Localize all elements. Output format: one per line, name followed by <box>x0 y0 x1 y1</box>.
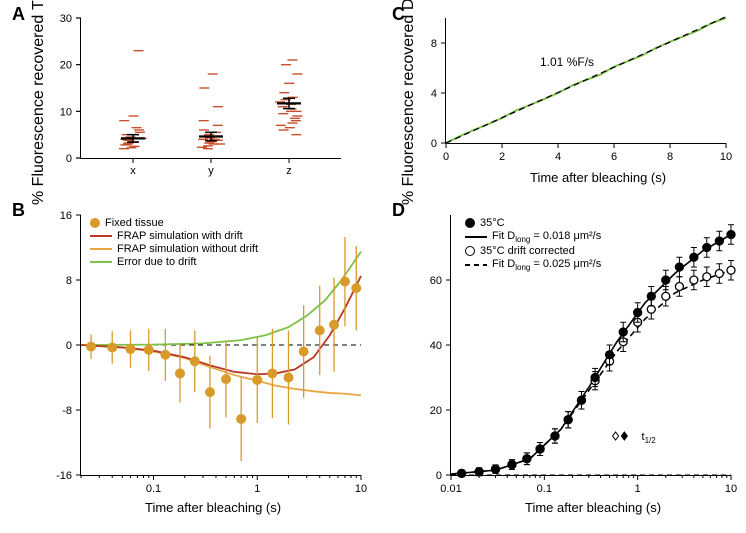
panel-a-plot: 0102030xyz <box>80 18 341 159</box>
svg-text:8: 8 <box>66 275 72 287</box>
panel-d-ylabel: % Fluorescence recovered <box>400 0 418 205</box>
svg-text:0: 0 <box>431 138 437 150</box>
svg-text:8: 8 <box>431 38 437 50</box>
svg-text:60: 60 <box>430 275 442 287</box>
svg-text:1: 1 <box>635 483 641 495</box>
panel-b-legend: Fixed tissueFRAP simulation with driftFR… <box>90 217 258 269</box>
panel-b-xlabel: Time after bleaching (s) <box>145 500 281 515</box>
panel-a: Tissue drift (nm/s) 0102030xyz <box>30 10 350 180</box>
svg-text:0: 0 <box>436 470 442 482</box>
svg-text:10: 10 <box>725 483 737 495</box>
svg-text:6: 6 <box>611 151 617 163</box>
svg-text:0: 0 <box>443 151 449 163</box>
panel-c-annotation: 1.01 %F/s <box>540 55 594 69</box>
svg-text:0.01: 0.01 <box>440 483 461 495</box>
svg-text:x: x <box>130 165 136 177</box>
svg-text:30: 30 <box>60 13 72 25</box>
svg-text:0.1: 0.1 <box>146 483 161 495</box>
figure-container: A Tissue drift (nm/s) 0102030xyz B % Flu… <box>0 0 746 533</box>
svg-text:1: 1 <box>254 483 260 495</box>
svg-text:t1/2: t1/2 <box>642 431 657 445</box>
panel-c-xlabel: Time after bleaching (s) <box>530 170 666 185</box>
panel-a-label: A <box>12 4 25 25</box>
svg-text:10: 10 <box>720 151 732 163</box>
svg-text:y: y <box>208 165 214 177</box>
svg-text:8: 8 <box>667 151 673 163</box>
panel-b-label: B <box>12 200 25 221</box>
panel-d: % Fluorescence recovered Time after blea… <box>400 205 740 515</box>
panel-c-plot: 0480246810 <box>445 18 726 144</box>
svg-text:10: 10 <box>60 106 72 118</box>
panel-d-xlabel: Time after bleaching (s) <box>525 500 661 515</box>
svg-text:20: 20 <box>60 60 72 72</box>
svg-text:2: 2 <box>499 151 505 163</box>
svg-text:0: 0 <box>66 340 72 352</box>
svg-text:0.1: 0.1 <box>537 483 552 495</box>
panel-c: Drift error (%F) Time after bleaching (s… <box>400 10 740 190</box>
panel-d-legend: 35°CFit Dlong = 0.018 μm²/s35°C drift co… <box>465 217 601 273</box>
svg-text:z: z <box>286 165 292 177</box>
svg-text:0: 0 <box>66 153 72 165</box>
panel-b: % Fluorescence recovered Time after blea… <box>30 205 370 515</box>
svg-text:20: 20 <box>430 405 442 417</box>
svg-text:4: 4 <box>431 88 437 100</box>
svg-text:-16: -16 <box>56 470 72 482</box>
svg-text:40: 40 <box>430 340 442 352</box>
svg-text:16: 16 <box>60 210 72 222</box>
panel-b-ylabel: % Fluorescence recovered <box>30 0 48 205</box>
svg-text:4: 4 <box>555 151 561 163</box>
svg-text:-8: -8 <box>62 405 72 417</box>
svg-text:10: 10 <box>355 483 367 495</box>
